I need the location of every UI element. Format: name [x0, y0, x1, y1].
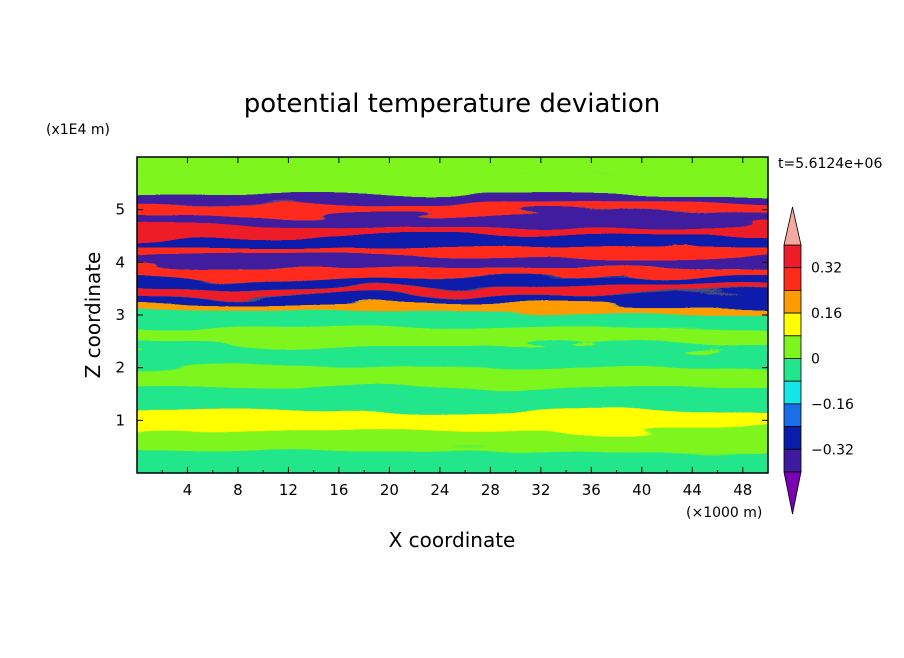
- colorbar-swatch: [783, 358, 802, 382]
- y-tick-label: 2: [115, 359, 125, 377]
- colorbar-swatch: [783, 426, 802, 450]
- contour-bands: [137, 157, 768, 473]
- contour-band: [137, 295, 768, 304]
- colorbar-swatch: [783, 244, 802, 269]
- contour-band: [137, 192, 768, 205]
- contour-band: [137, 236, 768, 247]
- time-label: t=5.6124e+06: [778, 156, 882, 172]
- contour-band: [137, 326, 768, 347]
- x-axis-label: X coordinate: [389, 528, 516, 552]
- contour-band: [137, 451, 768, 473]
- y-axis-label: Z coordinate: [81, 252, 105, 379]
- colorbar-max-arrow: [783, 206, 802, 246]
- x-tick-label: 48: [733, 481, 752, 499]
- contour-band: [137, 214, 768, 226]
- colorbar-swatch: [783, 380, 802, 405]
- colorbar-swatch: [783, 448, 802, 473]
- colorbar-swatch: [783, 335, 802, 359]
- contour-band: [137, 388, 768, 410]
- contour-band: [137, 204, 768, 215]
- contour-band: [137, 303, 768, 313]
- x-tick-label: 4: [183, 481, 193, 499]
- x-tick-label: 8: [233, 481, 243, 499]
- colorbar-swatch: [783, 267, 802, 291]
- colorbar-min-arrow: [783, 471, 802, 515]
- x-tick-label: 36: [582, 481, 601, 499]
- contour-band: [137, 257, 768, 268]
- contour-band: [137, 175, 768, 193]
- x-tick-label: 16: [329, 481, 348, 499]
- contour-band: [137, 287, 768, 296]
- colorbar-label: 0.16: [811, 306, 842, 322]
- contour-band: [137, 367, 768, 389]
- chart-title: potential temperature deviation: [244, 89, 660, 119]
- colorbar-swatch: [783, 289, 802, 314]
- x-tick-label: 12: [279, 481, 298, 499]
- y-tick-label: 5: [115, 201, 125, 219]
- y-axis: 1 2 3 4 5: [115, 201, 768, 429]
- contour-band: [137, 246, 768, 258]
- colorbar-label: −0.32: [811, 442, 854, 458]
- x-tick-label: 32: [531, 481, 550, 499]
- y-unit-label: (x1E4 m): [46, 122, 110, 138]
- y-tick-label: 1: [115, 411, 125, 429]
- x-tick-label: 20: [380, 481, 399, 499]
- colorbar-swatch: [783, 403, 802, 427]
- x-tick-label: 40: [632, 481, 651, 499]
- colorbar-label: 0: [811, 352, 820, 368]
- x-tick-label: 28: [481, 481, 500, 499]
- colorbar: 0.32 0.16 0 −0.16 −0.32: [783, 206, 854, 515]
- contour-band: [137, 312, 768, 327]
- contour-band: [137, 278, 768, 288]
- colorbar-label: −0.16: [811, 397, 854, 413]
- contour-band: [137, 225, 768, 236]
- contour-band: [137, 346, 768, 368]
- contour-band: [137, 430, 768, 452]
- x-tick-label: 44: [683, 481, 702, 499]
- colorbar-label: 0.32: [811, 261, 842, 277]
- colorbar-swatch: [783, 312, 802, 337]
- plot-area: [136, 156, 769, 474]
- x-axis: 4 8 12 16 20 24 28 32 36 40 44 48: [161, 157, 752, 499]
- contour-band: [137, 157, 768, 176]
- contour-band: [137, 267, 768, 279]
- x-tick-label: 24: [430, 481, 449, 499]
- x-unit-label: (×1000 m): [686, 505, 762, 521]
- y-tick-label: 4: [115, 253, 125, 271]
- y-tick-label: 3: [115, 306, 125, 324]
- contour-band: [137, 409, 768, 431]
